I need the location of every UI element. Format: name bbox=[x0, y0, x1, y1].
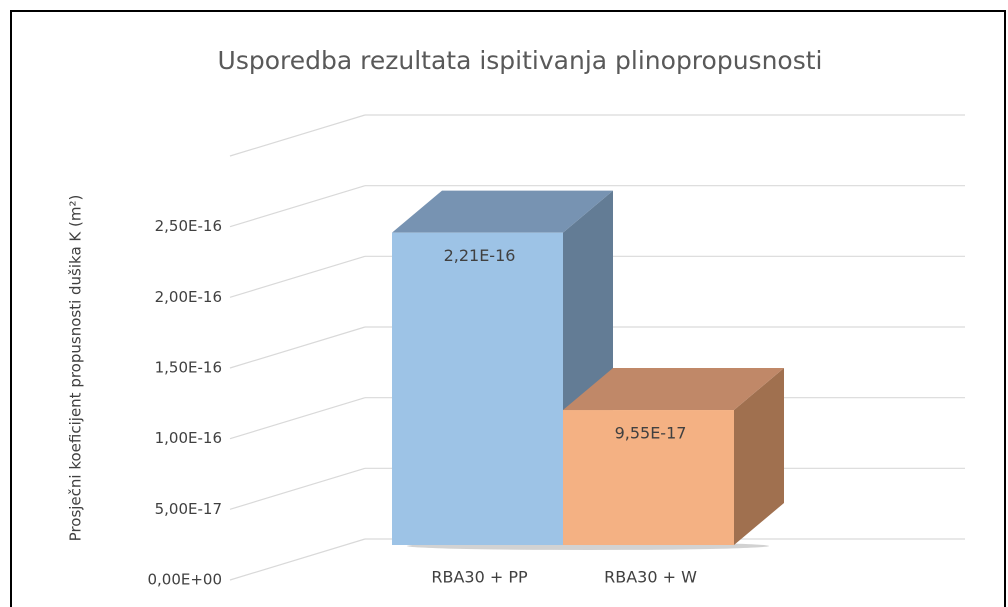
grid-line bbox=[229, 255, 366, 298]
grid-line bbox=[229, 326, 366, 369]
y-axis-title: Prosječni koeficijent propusnosti dušika… bbox=[67, 195, 85, 542]
bar-top bbox=[392, 190, 613, 233]
grid-line bbox=[229, 538, 366, 581]
y-tick-label: 1,00E-16 bbox=[155, 429, 222, 447]
value-label: 9,55E-17 bbox=[615, 424, 687, 443]
y-tick-label: 0,00E+00 bbox=[147, 571, 222, 589]
bar bbox=[392, 232, 563, 546]
y-tick-label: 1,50E-16 bbox=[155, 359, 222, 377]
bar-side bbox=[734, 368, 784, 545]
chart-title: Usporedba rezultata ispitivanja plinopro… bbox=[218, 46, 823, 75]
bar bbox=[563, 410, 734, 545]
value-label: 2,21E-16 bbox=[444, 246, 516, 265]
y-tick-label: 5,00E-17 bbox=[155, 500, 222, 518]
grid-line bbox=[229, 397, 366, 440]
y-tick-label: 2,50E-16 bbox=[155, 217, 222, 235]
y-tick-label: 2,00E-16 bbox=[155, 288, 222, 306]
x-tick-label: RBA30 + W bbox=[604, 568, 697, 587]
grid-line bbox=[229, 185, 366, 228]
x-tick-label: RBA30 + PP bbox=[431, 568, 528, 587]
grid-line bbox=[229, 467, 366, 510]
bar-top bbox=[563, 368, 784, 411]
grid-line bbox=[229, 114, 366, 157]
